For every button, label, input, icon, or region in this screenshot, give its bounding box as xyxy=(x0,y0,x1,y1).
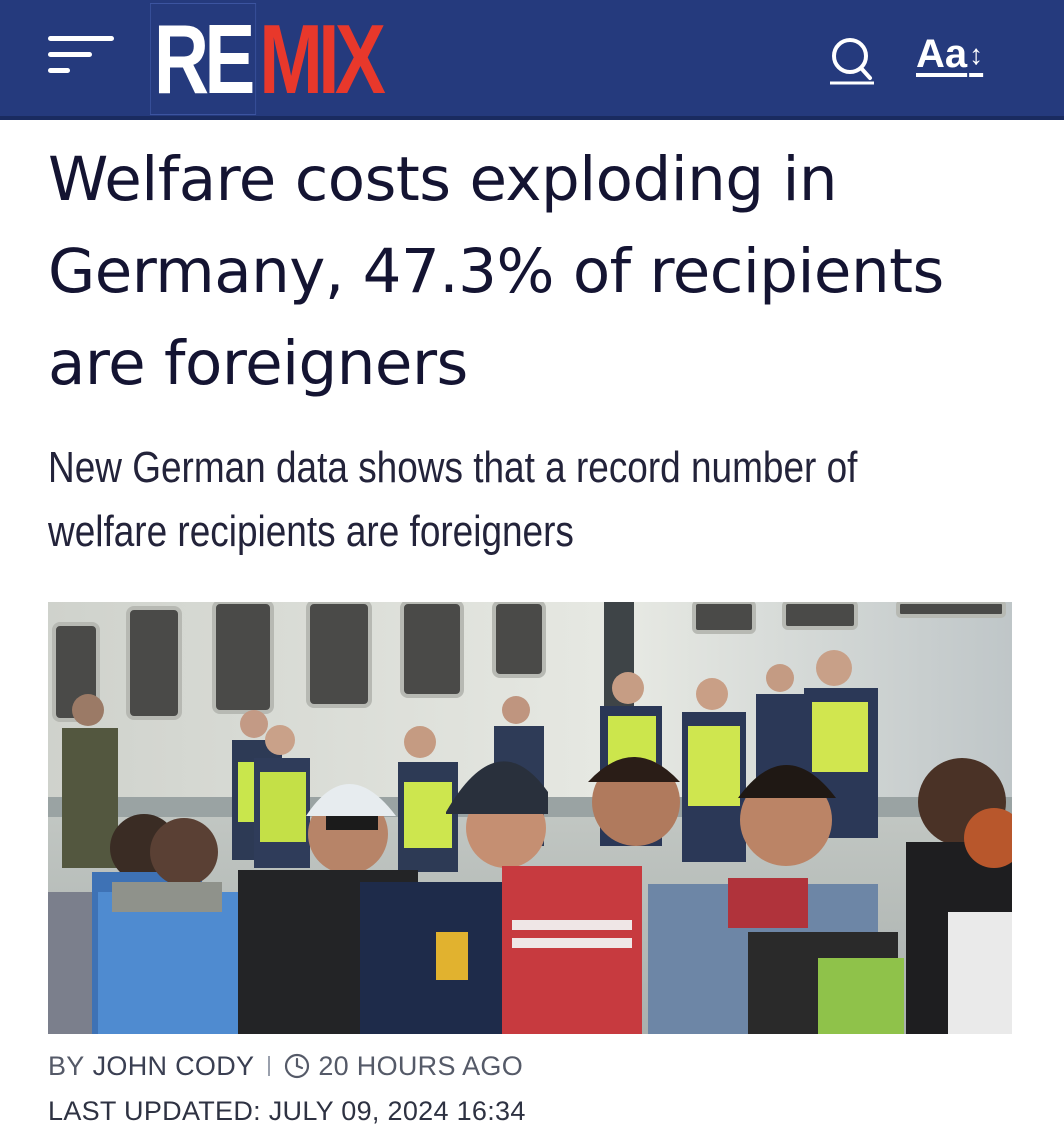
font-size-label: Aa xyxy=(916,32,968,76)
logo-mix: MIX xyxy=(259,4,386,114)
author-link[interactable]: JOHN CODY xyxy=(92,1050,255,1081)
published-time: 20 HOURS AGO xyxy=(318,1050,524,1081)
byline-separator xyxy=(268,1056,271,1076)
site-header: REMIX Aa↕ xyxy=(0,0,1064,120)
hero-photo-illustration xyxy=(48,602,1012,1034)
article-headline: Welfare costs exploding in Germany, 47.3… xyxy=(48,144,944,399)
font-size-button[interactable]: Aa↕ xyxy=(916,34,1002,80)
byline-prefix: BY xyxy=(48,1050,85,1081)
clock-icon xyxy=(285,1053,310,1079)
site-logo[interactable]: REMIX xyxy=(150,3,386,115)
article-byline: BY JOHN CODY 20 HOURS AGO xyxy=(48,1048,523,1084)
article-subheadline: New German data shows that a record numb… xyxy=(48,443,858,556)
logo-re: RE xyxy=(150,3,257,115)
search-icon[interactable] xyxy=(826,34,878,86)
hero-image xyxy=(48,602,1012,1034)
menu-icon[interactable] xyxy=(48,32,114,82)
font-size-arrow-icon: ↕ xyxy=(969,39,984,70)
last-updated: LAST UPDATED: JULY 09, 2024 16:34 xyxy=(48,1096,526,1126)
